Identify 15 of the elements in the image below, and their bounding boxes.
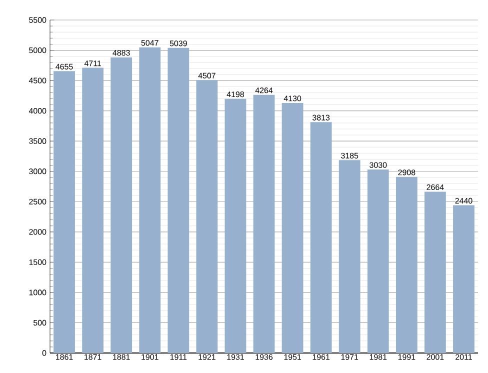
bar (82, 68, 104, 353)
bar (367, 170, 389, 353)
bar (338, 160, 360, 353)
bar (282, 102, 304, 353)
bar (253, 94, 275, 353)
bar (310, 122, 332, 353)
bar (54, 71, 75, 353)
bar (396, 176, 418, 353)
bar (196, 80, 218, 353)
bar (424, 192, 446, 353)
bar (110, 57, 132, 353)
bar (453, 205, 474, 353)
bar (139, 47, 161, 353)
bar (168, 48, 190, 353)
bar (224, 98, 246, 353)
